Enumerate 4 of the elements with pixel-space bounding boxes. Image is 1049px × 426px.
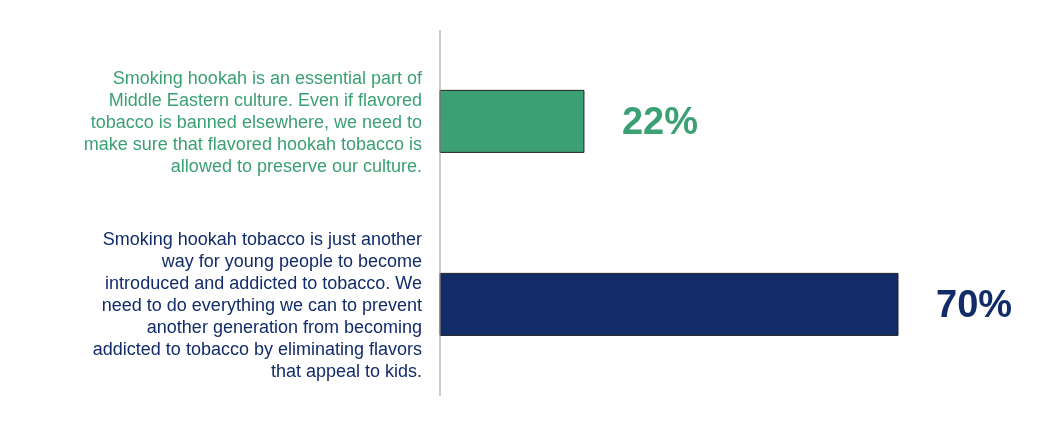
data-label: 70%: [936, 283, 1013, 326]
y-tick-label: Smoking hookah is an essential part of Middle Eastern culture. Even if flavored tobacco is banned elsewhere, we need to make sure that flavored hookah tobacco is allowed to preserve our culture.: [82, 66, 422, 177]
data-label: 22%: [621, 100, 699, 143]
y-tick-label: Smoking hookah tobacco is just another way for young people to become introduced and addicted to tobacco. We need to do everything we can to prevent another generation from becoming addicted to tobacco by eliminating flavors that appeal to kids.: [91, 227, 422, 382]
